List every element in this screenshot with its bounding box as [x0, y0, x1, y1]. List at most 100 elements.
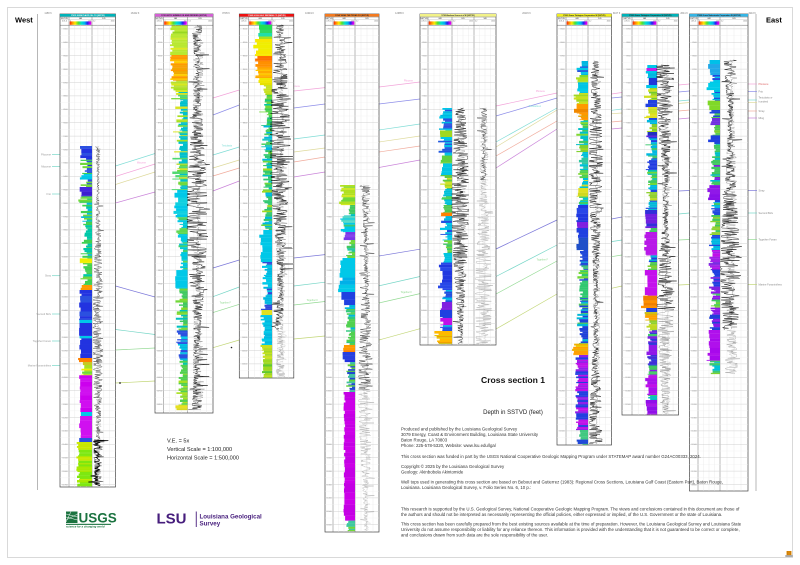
svg-text:9200: 9200 — [626, 96, 631, 98]
svg-text:Marine Foraminifera: Marine Foraminifera — [28, 364, 52, 368]
svg-text:10500: 10500 — [242, 350, 248, 352]
svg-text:2000: 2000 — [743, 21, 747, 23]
svg-text:10900: 10900 — [559, 350, 565, 352]
svg-text:8300: 8300 — [327, 82, 332, 84]
svg-text:17009 Andrew Grace et al W (SS: 17009 Andrew Grace et al W (SSTVD) — [441, 14, 475, 17]
svg-text:8700: 8700 — [626, 29, 631, 31]
svg-text:10600: 10600 — [326, 391, 332, 393]
svg-text:GR: GR — [342, 18, 346, 20]
svg-text:Stray: Stray — [759, 109, 766, 113]
svg-text:9400: 9400 — [626, 123, 631, 125]
svg-text:8705 ft: 8705 ft — [222, 12, 230, 15]
svg-text:10700: 10700 — [625, 297, 631, 299]
svg-text:8100: 8100 — [327, 56, 332, 58]
svg-text:10300: 10300 — [559, 270, 565, 272]
svg-text:20115 ft: 20115 ft — [522, 12, 531, 15]
svg-text:10800: 10800 — [691, 350, 697, 352]
svg-text:8300: 8300 — [63, 29, 68, 31]
svg-text:0.2: 0.2 — [721, 21, 723, 23]
svg-text:Together F: Together F — [307, 299, 319, 302]
svg-text:Miocene: Miocene — [137, 161, 147, 164]
svg-text:8600: 8600 — [243, 96, 248, 98]
svg-text:17005 00126 GULF REFINING CO (: 17005 00126 GULF REFINING CO (SSTVD) — [248, 15, 286, 17]
svg-text:9200: 9200 — [63, 149, 68, 151]
svg-text:17015 20234 PLACID OIL CO (SST: 17015 20234 PLACID OIL CO (SSTVD) — [71, 14, 105, 17]
svg-text:Stray: Stray — [759, 189, 766, 193]
svg-text:11400: 11400 — [326, 498, 332, 500]
svg-text:2000: 2000 — [289, 21, 293, 23]
svg-text:SSTVD: SSTVD — [61, 18, 69, 20]
svg-text:Together F: Together F — [537, 259, 549, 262]
svg-text:8900: 8900 — [626, 56, 631, 58]
svg-text:the authors and should not be: the authors and should not be interprete… — [401, 512, 722, 517]
svg-text:ILD: ILD — [198, 18, 202, 20]
svg-text:0.2: 0.2 — [589, 21, 591, 23]
svg-text:SSTVD: SSTVD — [325, 18, 333, 20]
svg-text:10000: 10000 — [559, 230, 565, 232]
svg-text:10100: 10100 — [157, 310, 163, 312]
svg-text:GR: GR — [438, 18, 442, 20]
svg-text:11100: 11100 — [63, 404, 69, 406]
svg-text:Cross section 1: Cross section 1 — [481, 375, 545, 385]
svg-text:8400: 8400 — [158, 82, 163, 84]
svg-text:SSTVD: SSTVD — [558, 18, 566, 20]
svg-text:Textularia w: Textularia w — [528, 105, 541, 108]
svg-text:9300: 9300 — [327, 216, 332, 218]
svg-text:1158 ft: 1158 ft — [44, 12, 51, 15]
svg-text:ILD: ILD — [102, 18, 106, 20]
svg-text:Baton Rouge, LA 70803: Baton Rouge, LA 70803 — [401, 438, 448, 443]
svg-text:10019 ft: 10019 ft — [305, 12, 314, 15]
svg-text:11600: 11600 — [326, 525, 332, 527]
svg-text:GR: GR — [79, 18, 83, 20]
svg-text:Produced and published by the: Produced and published by the Louisiana … — [401, 427, 518, 432]
svg-text:9500: 9500 — [158, 230, 163, 232]
svg-text:9900: 9900 — [327, 297, 332, 299]
svg-text:Pliocene: Pliocene — [291, 85, 301, 88]
svg-text:Miog: Miog — [759, 116, 765, 120]
svg-text:12985 ft: 12985 ft — [395, 12, 404, 15]
svg-text:17047 00340 THE TEXAS CO (SSTV: 17047 00340 THE TEXAS CO (SSTVD) — [335, 14, 369, 17]
svg-text:9900: 9900 — [63, 243, 68, 245]
svg-text:8600: 8600 — [63, 69, 68, 71]
svg-text:3079 Energy, Coast & Environme: 3079 Energy, Coast & Environment Buildin… — [401, 432, 539, 437]
svg-text:9600: 9600 — [158, 243, 163, 245]
svg-text:10500: 10500 — [62, 324, 68, 326]
svg-text:2000: 2000 — [469, 21, 473, 23]
svg-text:9100: 9100 — [327, 190, 332, 192]
svg-text:11100: 11100 — [692, 391, 698, 393]
svg-text:(US_f): (US_f) — [241, 21, 246, 23]
svg-text:11200: 11200 — [62, 417, 68, 419]
svg-text:Marine Foraminifera: Marine Foraminifera — [759, 283, 783, 287]
svg-text:9200: 9200 — [243, 176, 248, 178]
svg-text:9500: 9500 — [63, 190, 68, 192]
svg-text:GR: GR — [575, 18, 579, 20]
svg-text:2000: 2000 — [208, 21, 212, 23]
svg-text:10700: 10700 — [62, 350, 68, 352]
svg-text:11500: 11500 — [559, 431, 565, 433]
svg-text:8800: 8800 — [243, 123, 248, 125]
svg-text:0.2: 0.2 — [658, 21, 660, 23]
svg-text:2000: 2000 — [374, 21, 378, 23]
svg-text:9200: 9200 — [422, 82, 427, 84]
svg-text:10000: 10000 — [691, 243, 697, 245]
svg-text:11000: 11000 — [62, 391, 68, 393]
svg-text:11400: 11400 — [62, 444, 68, 446]
svg-text:10800: 10800 — [62, 364, 68, 366]
svg-text:9500: 9500 — [692, 176, 697, 178]
svg-text:10100: 10100 — [559, 243, 565, 245]
svg-text:8900: 8900 — [327, 163, 332, 165]
svg-text:9600: 9600 — [327, 257, 332, 259]
svg-text:10900: 10900 — [326, 431, 332, 433]
svg-text:11500: 11500 — [625, 404, 631, 406]
svg-text:8800: 8800 — [63, 96, 68, 98]
svg-text:9600: 9600 — [626, 149, 631, 151]
svg-text:9800: 9800 — [560, 203, 565, 205]
svg-text:10900: 10900 — [691, 364, 697, 366]
svg-text:10100: 10100 — [326, 324, 332, 326]
svg-text:Pliocene: Pliocene — [759, 82, 770, 86]
svg-text:10000: 10000 — [625, 203, 631, 205]
svg-text:11200: 11200 — [326, 471, 332, 473]
svg-text:This cross section has been ca: This cross section has been carefully pr… — [401, 522, 742, 527]
svg-text:9300: 9300 — [158, 203, 163, 205]
svg-text:10500: 10500 — [559, 297, 565, 299]
